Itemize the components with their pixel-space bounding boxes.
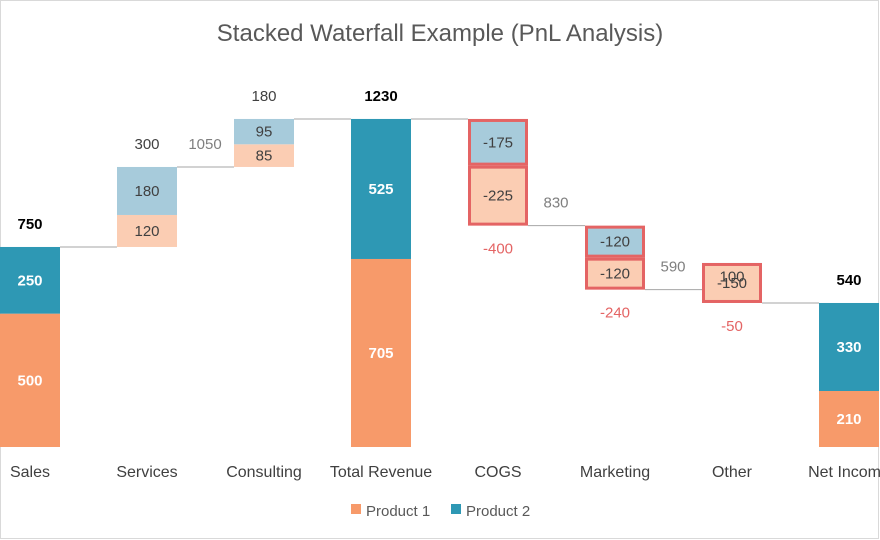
bar-cogs-product-2: [468, 118, 528, 166]
bar-total-revenue-product-2: [351, 118, 411, 259]
step-label-other: -50: [721, 318, 743, 335]
step-label-services: 300: [134, 136, 159, 153]
legend: Product 1 Product 2: [351, 503, 530, 520]
bar-other-product-1: [702, 262, 762, 303]
bar-net-income-product-2: [819, 302, 879, 391]
step-label-consulting: 180: [251, 88, 276, 105]
data-label-total-revenue-product-2: 525: [368, 181, 393, 198]
bar-cogs-product-1: [468, 165, 528, 226]
legend-label-product-2: Product 2: [466, 503, 530, 520]
step-label-cogs: -400: [483, 241, 513, 258]
data-label-sales-product-2: 250: [17, 272, 42, 289]
data-label-marketing-product-2: -120: [600, 234, 630, 251]
category-label-cogs: COGS: [474, 464, 521, 481]
data-label-cogs-product-1: -225: [483, 188, 513, 205]
data-label-net-income-product-1: 210: [836, 411, 861, 428]
bar-consulting-product-1: [234, 144, 294, 167]
data-label-other-product-1: -150: [717, 275, 747, 292]
category-label-services: Services: [116, 464, 177, 481]
step-label-marketing: -240: [600, 305, 630, 322]
data-label-consulting-product-2: 95: [256, 124, 273, 141]
data-label-sales-product-1: 500: [17, 372, 42, 389]
running-total-label-services: 1050: [188, 136, 221, 153]
step-label-sales: 750: [17, 216, 42, 233]
category-label-total-revenue: Total Revenue: [330, 464, 432, 481]
bar-net-income-product-1: [819, 390, 879, 447]
running-total-label-cogs: 830: [543, 195, 568, 212]
legend-label-product-1: Product 1: [366, 503, 430, 520]
data-label-marketing-product-1: -120: [600, 266, 630, 283]
data-labels: 500 250 750 120 180 300 1050 85 95 180 705 525 1230 -…: [17, 88, 861, 428]
bar-marketing-product-1: [585, 257, 645, 290]
bar-sales-product-2: [0, 246, 60, 314]
connector-lines: [60, 118, 819, 304]
bar-consulting-product-2: [234, 118, 294, 145]
step-label-total-revenue: 1230: [364, 88, 397, 105]
bar-marketing-product-2: [585, 225, 645, 258]
category-label-consulting: Consulting: [226, 464, 302, 481]
bar-total-revenue-product-1: [351, 258, 411, 447]
category-label-net-income: Net Income: [808, 464, 880, 481]
bar-services-product-1: [117, 214, 177, 247]
category-label-other: Other: [712, 464, 753, 481]
legend-swatch-product-2: [451, 504, 461, 514]
category-label-sales: Sales: [10, 464, 50, 481]
data-label-other-product-2: 100: [719, 268, 744, 285]
bar-services-product-2: [117, 166, 177, 215]
bar-sales-product-1: [0, 313, 60, 447]
data-label-cogs-product-2: -175: [483, 134, 513, 151]
bars: [0, 118, 879, 447]
category-label-marketing: Marketing: [580, 464, 650, 481]
running-total-label-marketing: 590: [660, 259, 685, 276]
data-label-consulting-product-1: 85: [256, 148, 273, 165]
step-label-net-income: 540: [836, 272, 861, 289]
data-label-services-product-2: 180: [134, 183, 159, 200]
chart-title: Stacked Waterfall Example (PnL Analysis): [217, 20, 663, 47]
data-label-total-revenue-product-1: 705: [368, 345, 393, 362]
data-label-net-income-product-2: 330: [836, 339, 861, 356]
category-axis-labels: Sales Services Consulting Total Revenue COGS…: [10, 464, 880, 481]
legend-swatch-product-1: [351, 504, 361, 514]
data-label-services-product-1: 120: [134, 223, 159, 240]
